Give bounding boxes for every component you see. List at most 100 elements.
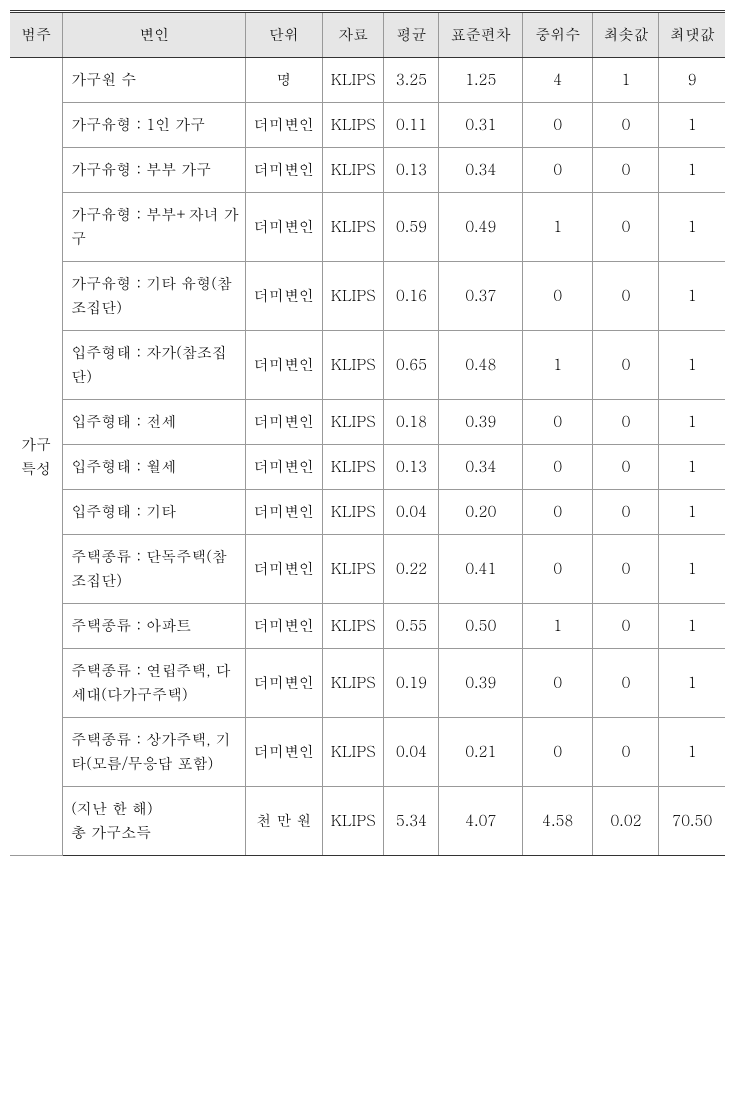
data-cell: KLIPS	[322, 148, 384, 193]
median-cell: 1	[523, 604, 593, 649]
mean-cell: 0.13	[384, 445, 439, 490]
data-cell: KLIPS	[322, 331, 384, 400]
median-cell: 0	[523, 718, 593, 787]
unit-cell: 더미변인	[245, 193, 322, 262]
unit-cell: 더미변인	[245, 649, 322, 718]
table-body: 가구특성가구원 수명KLIPS3.251.25419가구유형 : 1인 가구더미…	[10, 58, 725, 856]
data-cell: KLIPS	[322, 103, 384, 148]
sd-cell: 0.31	[439, 103, 523, 148]
unit-cell: 천 만 원	[245, 787, 322, 856]
col-unit: 단위	[245, 12, 322, 58]
sd-cell: 0.20	[439, 490, 523, 535]
sd-cell: 0.39	[439, 400, 523, 445]
variable-cell: 주택종류 : 연립주택, 다세대(다가구주택)	[63, 649, 246, 718]
data-cell: KLIPS	[322, 58, 384, 103]
variable-cell: 입주형태 : 기타	[63, 490, 246, 535]
sd-cell: 0.50	[439, 604, 523, 649]
unit-cell: 더미변인	[245, 148, 322, 193]
median-cell: 4	[523, 58, 593, 103]
max-cell: 1	[659, 718, 725, 787]
table-row: 가구유형 : 기타 유형(참조집단)더미변인KLIPS0.160.37001	[10, 262, 725, 331]
unit-cell: 더미변인	[245, 604, 322, 649]
col-max: 최댓값	[659, 12, 725, 58]
min-cell: 0	[593, 148, 659, 193]
table-row: 가구유형 : 1인 가구더미변인KLIPS0.110.31001	[10, 103, 725, 148]
median-cell: 0	[523, 649, 593, 718]
mean-cell: 0.13	[384, 148, 439, 193]
col-sd: 표준편차	[439, 12, 523, 58]
sd-cell: 4.07	[439, 787, 523, 856]
min-cell: 0	[593, 490, 659, 535]
data-cell: KLIPS	[322, 718, 384, 787]
table-row: (지난 한 해)총 가구소득천 만 원KLIPS5.344.074.580.02…	[10, 787, 725, 856]
max-cell: 1	[659, 535, 725, 604]
min-cell: 0	[593, 262, 659, 331]
min-cell: 0	[593, 535, 659, 604]
mean-cell: 0.55	[384, 604, 439, 649]
mean-cell: 0.65	[384, 331, 439, 400]
max-cell: 1	[659, 103, 725, 148]
unit-cell: 더미변인	[245, 445, 322, 490]
col-category: 범주	[10, 12, 63, 58]
max-cell: 1	[659, 490, 725, 535]
sd-cell: 0.49	[439, 193, 523, 262]
median-cell: 0	[523, 148, 593, 193]
max-cell: 1	[659, 445, 725, 490]
mean-cell: 0.59	[384, 193, 439, 262]
median-cell: 0	[523, 535, 593, 604]
variable-cell: 입주형태 : 전세	[63, 400, 246, 445]
mean-cell: 0.16	[384, 262, 439, 331]
variable-cell: 입주형태 : 자가(참조집단)	[63, 331, 246, 400]
variable-cell: 입주형태 : 월세	[63, 445, 246, 490]
median-cell: 0	[523, 445, 593, 490]
median-cell: 4.58	[523, 787, 593, 856]
unit-cell: 명	[245, 58, 322, 103]
max-cell: 1	[659, 262, 725, 331]
max-cell: 70.50	[659, 787, 725, 856]
min-cell: 0	[593, 718, 659, 787]
unit-cell: 더미변인	[245, 103, 322, 148]
variable-cell: 가구유형 : 1인 가구	[63, 103, 246, 148]
variable-cell: 주택종류 : 상가주택, 기타(모름/무응답 포함)	[63, 718, 246, 787]
unit-cell: 더미변인	[245, 262, 322, 331]
max-cell: 1	[659, 148, 725, 193]
table-row: 가구특성가구원 수명KLIPS3.251.25419	[10, 58, 725, 103]
category-cell: 가구특성	[10, 58, 63, 856]
variable-cell: 주택종류 : 아파트	[63, 604, 246, 649]
table-row: 입주형태 : 자가(참조집단)더미변인KLIPS0.650.48101	[10, 331, 725, 400]
mean-cell: 3.25	[384, 58, 439, 103]
max-cell: 1	[659, 400, 725, 445]
variable-cell: 가구유형 : 기타 유형(참조집단)	[63, 262, 246, 331]
sd-cell: 0.34	[439, 148, 523, 193]
mean-cell: 0.11	[384, 103, 439, 148]
table-row: 입주형태 : 월세더미변인KLIPS0.130.34001	[10, 445, 725, 490]
table-header: 범주 변인 단위 자료 평균 표준편차 중위수 최솟값 최댓값	[10, 12, 725, 58]
min-cell: 0	[593, 400, 659, 445]
mean-cell: 0.18	[384, 400, 439, 445]
unit-cell: 더미변인	[245, 490, 322, 535]
min-cell: 1	[593, 58, 659, 103]
unit-cell: 더미변인	[245, 718, 322, 787]
median-cell: 1	[523, 193, 593, 262]
sd-cell: 1.25	[439, 58, 523, 103]
data-cell: KLIPS	[322, 490, 384, 535]
unit-cell: 더미변인	[245, 331, 322, 400]
unit-cell: 더미변인	[245, 535, 322, 604]
max-cell: 1	[659, 604, 725, 649]
table-row: 입주형태 : 전세더미변인KLIPS0.180.39001	[10, 400, 725, 445]
table-row: 주택종류 : 상가주택, 기타(모름/무응답 포함)더미변인KLIPS0.040…	[10, 718, 725, 787]
variable-cell: (지난 한 해)총 가구소득	[63, 787, 246, 856]
table-row: 주택종류 : 아파트더미변인KLIPS0.550.50101	[10, 604, 725, 649]
median-cell: 0	[523, 490, 593, 535]
statistics-table: 범주 변인 단위 자료 평균 표준편차 중위수 최솟값 최댓값 가구특성가구원 …	[10, 10, 725, 856]
sd-cell: 0.34	[439, 445, 523, 490]
col-mean: 평균	[384, 12, 439, 58]
variable-cell: 가구유형 : 부부+자녀 가구	[63, 193, 246, 262]
sd-cell: 0.37	[439, 262, 523, 331]
mean-cell: 0.04	[384, 490, 439, 535]
data-cell: KLIPS	[322, 787, 384, 856]
mean-cell: 0.22	[384, 535, 439, 604]
col-min: 최솟값	[593, 12, 659, 58]
table-row: 주택종류 : 연립주택, 다세대(다가구주택)더미변인KLIPS0.190.39…	[10, 649, 725, 718]
col-variable: 변인	[63, 12, 246, 58]
